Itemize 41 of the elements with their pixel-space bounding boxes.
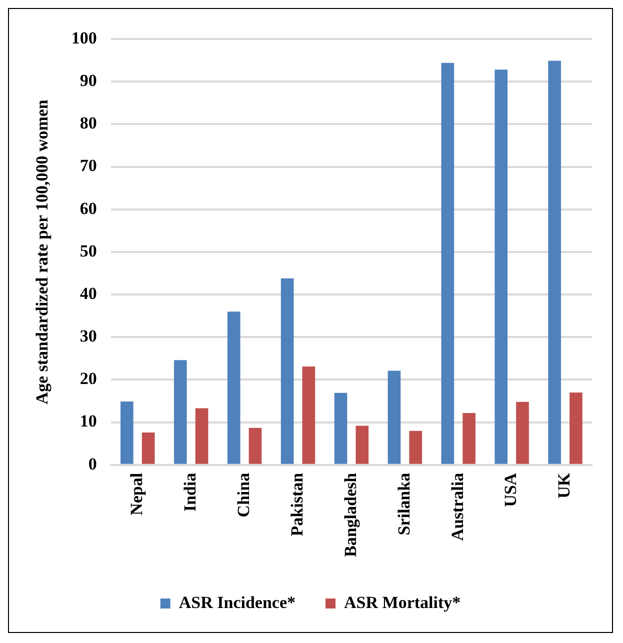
y-tick-label: 80	[80, 114, 97, 133]
bar	[409, 430, 422, 464]
y-tick-label: 70	[80, 156, 97, 176]
bar	[120, 401, 134, 464]
x-tick-label: Bangladesh	[340, 472, 360, 558]
bar	[441, 62, 454, 464]
bar	[248, 428, 262, 464]
bar	[548, 60, 561, 464]
legend-label: ASR Mortality*	[344, 592, 461, 612]
x-tick-label: China	[234, 472, 253, 518]
bar	[142, 432, 155, 464]
bar	[570, 392, 582, 464]
y-tick-label: 50	[80, 241, 97, 260]
bar	[462, 412, 476, 464]
x-tick-label: UK	[554, 472, 574, 498]
x-tick-label: Australia	[448, 472, 467, 541]
bar	[174, 360, 187, 464]
x-tick-label: Nepal	[127, 472, 146, 516]
y-tick-label: 20	[80, 369, 97, 388]
bar	[302, 366, 316, 464]
y-tick-label: 60	[80, 198, 97, 218]
y-tick-label: 10	[80, 412, 97, 431]
y-tick-label: 0	[88, 454, 97, 474]
x-tick-label: USA	[501, 472, 520, 507]
bar	[195, 408, 208, 464]
x-tick-label: India	[180, 472, 200, 512]
y-tick-label: 40	[80, 284, 97, 303]
legend-label: ASR Incidence*	[178, 592, 296, 612]
bar	[516, 402, 529, 464]
bar	[356, 426, 369, 464]
y-tick-label: 90	[80, 70, 97, 90]
y-tick-label: 30	[80, 326, 97, 346]
y-tick-label: 100	[71, 28, 97, 48]
bar	[227, 312, 240, 464]
bar	[388, 370, 401, 464]
bar	[280, 278, 294, 464]
x-tick-label: Srilanka	[394, 472, 414, 536]
y-axis-title: Age standardized rate per 100,000 women	[32, 99, 52, 404]
bar	[494, 70, 508, 464]
x-tick-label: Pakistan	[287, 472, 306, 536]
bar	[334, 392, 348, 464]
